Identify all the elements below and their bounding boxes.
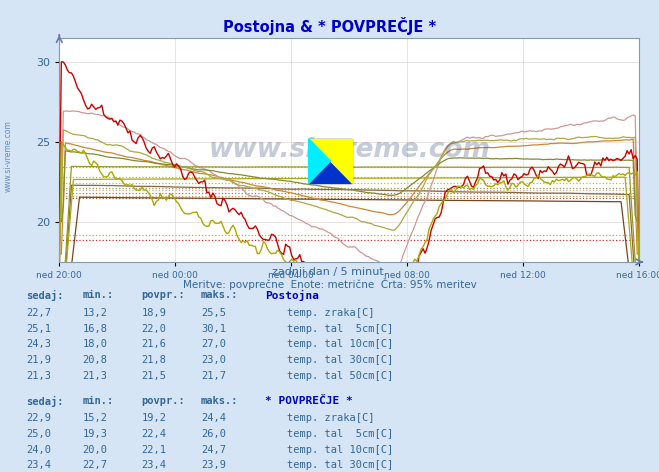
Text: 21,9: 21,9	[26, 355, 51, 365]
Text: 23,4: 23,4	[142, 460, 167, 470]
Text: 22,7: 22,7	[82, 460, 107, 470]
Text: 19,3: 19,3	[82, 429, 107, 439]
Text: 23,0: 23,0	[201, 355, 226, 365]
Text: 27,0: 27,0	[201, 339, 226, 349]
Text: 30,1: 30,1	[201, 324, 226, 334]
Text: min.:: min.:	[82, 290, 113, 300]
Text: 24,0: 24,0	[26, 445, 51, 455]
Text: 24,7: 24,7	[201, 445, 226, 455]
Text: sedaj:: sedaj:	[26, 290, 64, 301]
Text: temp. tal 30cm[C]: temp. tal 30cm[C]	[287, 355, 393, 365]
Text: maks.:: maks.:	[201, 396, 239, 405]
Polygon shape	[308, 139, 330, 184]
Text: temp. tal 30cm[C]: temp. tal 30cm[C]	[287, 460, 393, 470]
Text: 21,5: 21,5	[142, 371, 167, 380]
Text: 21,7: 21,7	[201, 371, 226, 380]
Text: 25,0: 25,0	[26, 429, 51, 439]
Text: 22,4: 22,4	[142, 429, 167, 439]
Text: Meritve: povprečne  Enote: metrične  Črta: 95% meritev: Meritve: povprečne Enote: metrične Črta:…	[183, 278, 476, 290]
Text: povpr.:: povpr.:	[142, 290, 185, 300]
Text: zadnji dan / 5 minut.: zadnji dan / 5 minut.	[272, 267, 387, 277]
Text: 18,9: 18,9	[142, 308, 167, 318]
Text: 21,3: 21,3	[82, 371, 107, 380]
Text: temp. tal  5cm[C]: temp. tal 5cm[C]	[287, 429, 393, 439]
Text: temp. zraka[C]: temp. zraka[C]	[287, 308, 374, 318]
Text: temp. tal 10cm[C]: temp. tal 10cm[C]	[287, 339, 393, 349]
Text: 21,6: 21,6	[142, 339, 167, 349]
Bar	[308, 139, 352, 184]
Text: sedaj:: sedaj:	[26, 396, 64, 406]
Text: 20,8: 20,8	[82, 355, 107, 365]
Text: 22,9: 22,9	[26, 413, 51, 423]
Text: 24,3: 24,3	[26, 339, 51, 349]
Text: 21,3: 21,3	[26, 371, 51, 380]
Text: Postojna & * POVPREČJE *: Postojna & * POVPREČJE *	[223, 17, 436, 34]
Text: 23,4: 23,4	[26, 460, 51, 470]
Text: temp. tal 50cm[C]: temp. tal 50cm[C]	[287, 371, 393, 380]
Text: temp. tal 10cm[C]: temp. tal 10cm[C]	[287, 445, 393, 455]
Text: www.si-vreme.com: www.si-vreme.com	[3, 120, 13, 192]
Text: 26,0: 26,0	[201, 429, 226, 439]
Text: min.:: min.:	[82, 396, 113, 405]
Text: 24,4: 24,4	[201, 413, 226, 423]
Text: 25,1: 25,1	[26, 324, 51, 334]
Text: 25,5: 25,5	[201, 308, 226, 318]
Text: 19,2: 19,2	[142, 413, 167, 423]
Text: 13,2: 13,2	[82, 308, 107, 318]
Text: 21,8: 21,8	[142, 355, 167, 365]
Text: 18,0: 18,0	[82, 339, 107, 349]
Text: 15,2: 15,2	[82, 413, 107, 423]
Polygon shape	[308, 139, 352, 184]
Text: 20,0: 20,0	[82, 445, 107, 455]
Text: 16,8: 16,8	[82, 324, 107, 334]
Text: maks.:: maks.:	[201, 290, 239, 300]
Text: * POVPREČJE *: * POVPREČJE *	[265, 396, 353, 405]
Text: 23,9: 23,9	[201, 460, 226, 470]
Text: 22,0: 22,0	[142, 324, 167, 334]
Text: Postojna: Postojna	[265, 290, 319, 301]
Text: povpr.:: povpr.:	[142, 396, 185, 405]
Text: temp. tal  5cm[C]: temp. tal 5cm[C]	[287, 324, 393, 334]
Text: 22,1: 22,1	[142, 445, 167, 455]
Text: temp. zraka[C]: temp. zraka[C]	[287, 413, 374, 423]
Text: 22,7: 22,7	[26, 308, 51, 318]
Text: www.si-vreme.com: www.si-vreme.com	[208, 137, 490, 163]
